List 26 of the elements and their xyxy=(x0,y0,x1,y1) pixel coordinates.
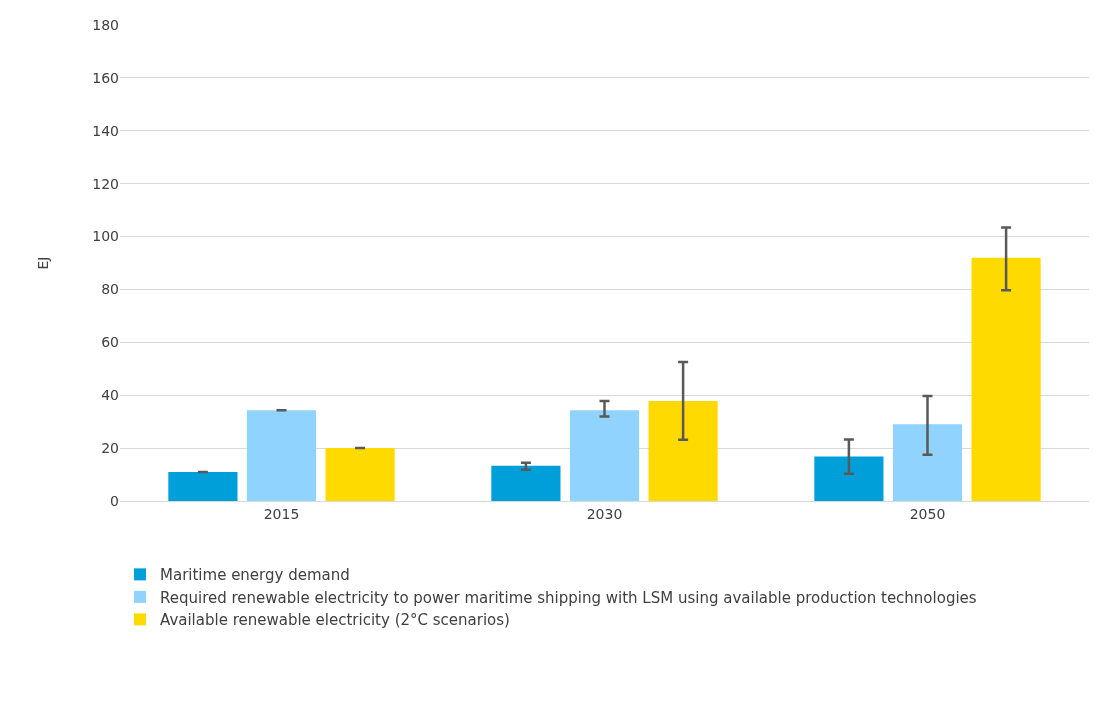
legend-label: Required renewable electricity to power maritime shipping with LSM using available production technologies xyxy=(160,588,977,607)
bar xyxy=(892,424,963,501)
legend-label: Maritime energy demand xyxy=(160,566,350,585)
y-tick-label: 80 xyxy=(101,281,119,298)
bar xyxy=(246,410,317,501)
y-axis-title: EJ xyxy=(34,256,51,270)
y-tick-label: 160 xyxy=(92,69,119,86)
bar xyxy=(648,401,718,501)
bar xyxy=(814,456,884,501)
y-tick-label: 40 xyxy=(101,387,119,404)
y-tick-label: 120 xyxy=(92,175,119,192)
y-tick-label: 100 xyxy=(92,228,119,245)
y-tick-label: 140 xyxy=(92,122,119,139)
bar xyxy=(971,257,1041,501)
x-tick-label: 2015 xyxy=(263,505,300,522)
bar xyxy=(168,471,238,501)
legend-label: Available renewable electricity (2°C scenarios) xyxy=(160,611,510,630)
y-tick-label: 180 xyxy=(92,16,119,33)
bar xyxy=(491,465,561,501)
x-tick-label: 2030 xyxy=(586,505,623,522)
y-tick-label: 0 xyxy=(110,492,119,509)
bar xyxy=(325,448,395,501)
y-tick-label: 20 xyxy=(101,440,119,457)
x-tick-label: 2050 xyxy=(909,505,946,522)
bar xyxy=(569,410,640,501)
y-tick-label: 60 xyxy=(101,334,119,351)
